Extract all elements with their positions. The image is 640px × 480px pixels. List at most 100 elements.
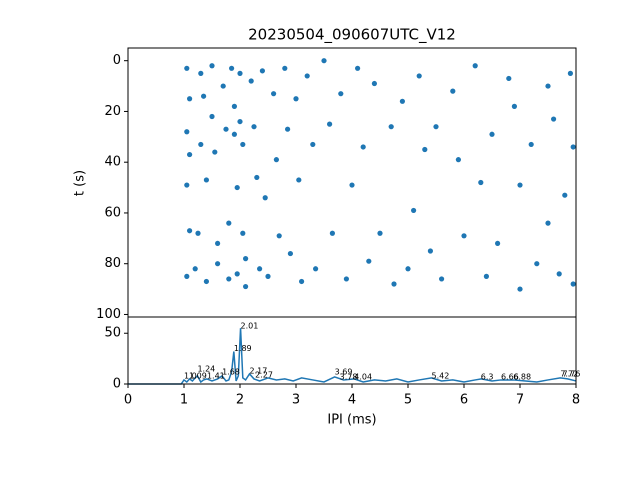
point xyxy=(366,258,372,264)
x-tick-label: 8 xyxy=(572,393,580,408)
point xyxy=(299,278,305,285)
annotation: 7.76 xyxy=(563,369,581,378)
y-axis-label: t (s) xyxy=(73,170,88,196)
point xyxy=(276,233,282,239)
annotation: 1.0 xyxy=(184,371,197,380)
x-tick-label: 3 xyxy=(292,393,300,408)
point xyxy=(240,141,246,148)
annotation: 6.66 xyxy=(501,372,519,381)
point xyxy=(243,256,249,262)
point xyxy=(215,240,221,247)
point xyxy=(511,103,517,109)
point xyxy=(422,146,428,153)
point xyxy=(534,261,540,267)
annotation: 1.41 xyxy=(207,371,225,380)
point xyxy=(562,192,568,198)
annotation: 2.01 xyxy=(241,322,259,331)
point xyxy=(195,230,201,236)
point xyxy=(517,182,523,188)
point xyxy=(360,144,366,150)
point xyxy=(231,103,237,109)
point xyxy=(483,273,489,279)
point xyxy=(461,233,467,239)
point xyxy=(220,83,226,89)
point xyxy=(371,80,377,87)
x-tick-label: 2 xyxy=(236,393,244,408)
annotation: 3.78 xyxy=(340,372,358,381)
point xyxy=(321,58,327,64)
point xyxy=(237,70,243,76)
annotation: 2.27 xyxy=(255,370,273,379)
annotation: 1.24 xyxy=(197,364,215,373)
point xyxy=(416,73,422,79)
x-tick-label: 5 xyxy=(404,393,412,408)
point xyxy=(184,65,190,71)
x-tick-label: 7 xyxy=(516,393,524,408)
annotation: 6.88 xyxy=(513,372,531,381)
point xyxy=(237,118,243,125)
point xyxy=(184,182,190,188)
point xyxy=(517,286,523,292)
point xyxy=(545,83,551,89)
y-tick-label: 60 xyxy=(104,205,121,220)
point xyxy=(248,78,254,84)
point xyxy=(223,126,229,132)
point xyxy=(212,149,218,155)
point xyxy=(215,261,221,267)
annotation: 6.3 xyxy=(481,372,494,381)
point xyxy=(329,230,335,236)
point xyxy=(399,98,405,104)
point xyxy=(349,182,355,188)
point xyxy=(489,131,495,137)
point xyxy=(506,75,512,82)
point xyxy=(262,195,268,201)
point xyxy=(450,88,456,94)
point xyxy=(310,141,316,148)
point xyxy=(234,271,240,277)
x-tick-label: 0 xyxy=(124,393,132,408)
point xyxy=(455,157,461,163)
point xyxy=(313,266,319,272)
y-tick-label: 100 xyxy=(96,307,121,322)
point xyxy=(567,70,574,76)
point xyxy=(377,230,383,236)
point xyxy=(556,271,562,277)
point xyxy=(243,283,249,290)
point xyxy=(257,266,263,272)
point xyxy=(226,276,232,282)
line xyxy=(128,328,577,385)
point xyxy=(203,177,209,183)
point xyxy=(273,157,279,163)
point xyxy=(388,124,394,130)
point xyxy=(296,177,302,183)
point xyxy=(240,230,246,236)
point xyxy=(282,65,288,71)
point xyxy=(528,141,534,148)
point xyxy=(259,68,265,74)
y-tick-label: 50 xyxy=(104,326,121,341)
chart-title: 20230504_090607UTC_V12 xyxy=(248,26,456,45)
point xyxy=(293,96,299,102)
y-tick-label: 40 xyxy=(104,155,121,170)
annotation: 2.17 xyxy=(250,366,268,375)
annotation: 7.72 xyxy=(560,369,578,378)
point xyxy=(254,174,260,181)
y-tick-label: 0 xyxy=(113,53,121,68)
point xyxy=(198,141,204,148)
point xyxy=(495,240,501,247)
y-tick-label: 80 xyxy=(104,256,121,271)
point xyxy=(184,273,190,279)
point xyxy=(209,63,215,69)
point xyxy=(343,276,349,282)
point xyxy=(551,116,557,122)
point xyxy=(229,65,235,71)
point xyxy=(251,124,257,130)
point xyxy=(304,73,310,79)
annotation: 4.04 xyxy=(354,372,372,381)
axes-frame xyxy=(127,316,577,385)
y-tick-label: 0 xyxy=(113,377,121,392)
x-tick-label: 6 xyxy=(460,393,468,408)
point xyxy=(271,91,277,97)
point xyxy=(433,124,439,130)
